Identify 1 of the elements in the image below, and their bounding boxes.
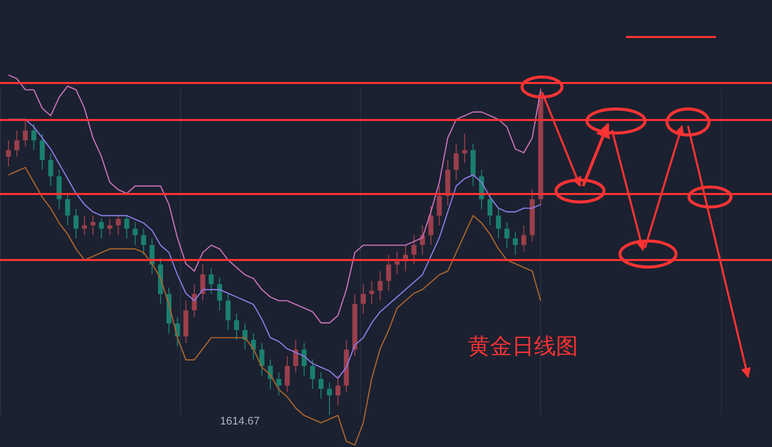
annotation: 1614.67 — [220, 416, 260, 428]
